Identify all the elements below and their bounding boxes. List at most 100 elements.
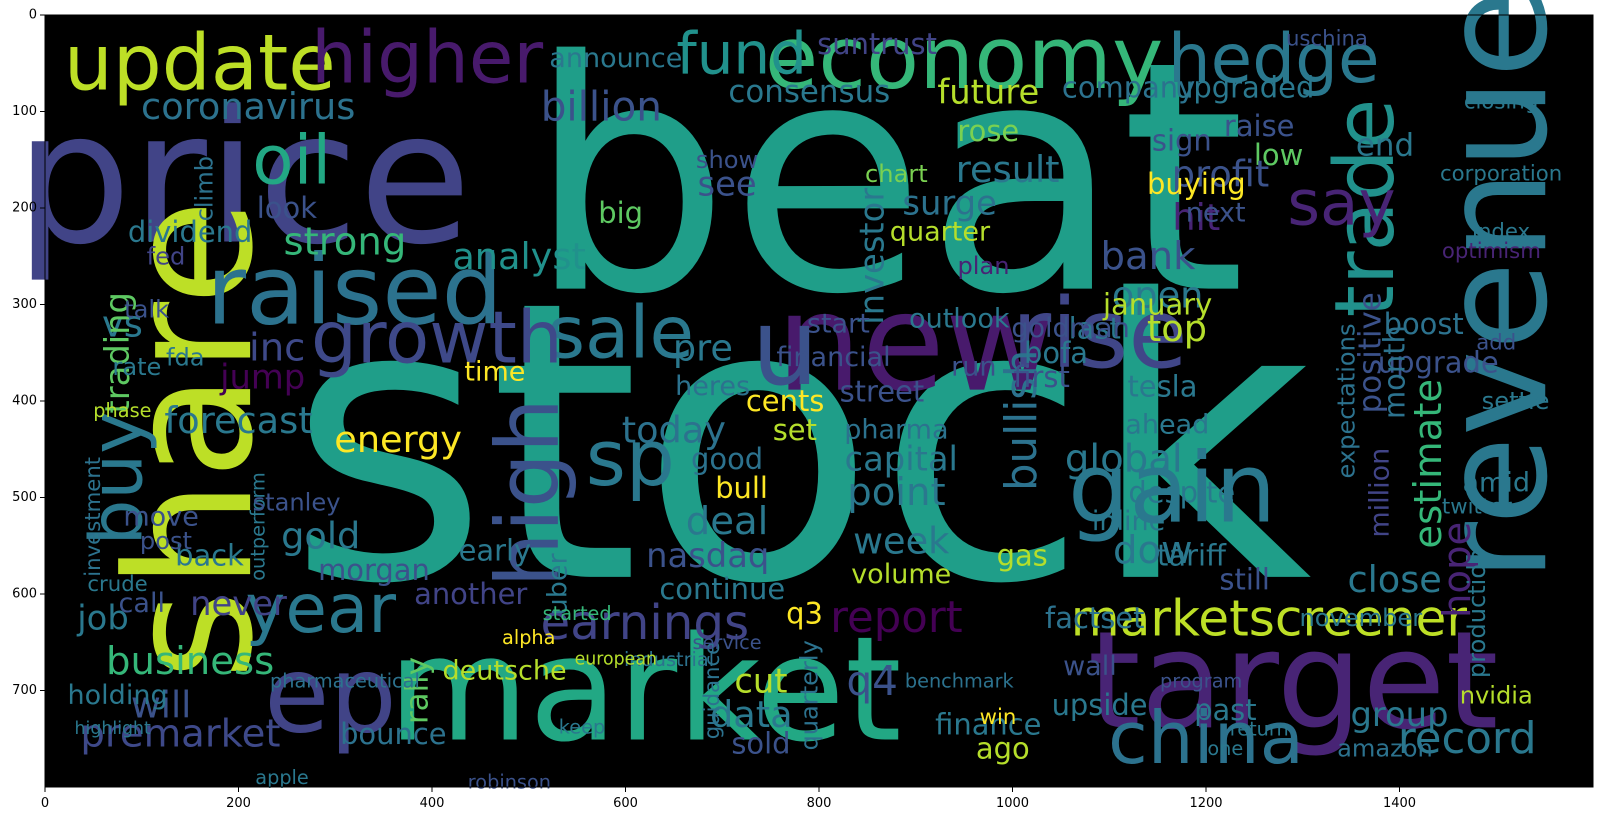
word-share: share: [89, 199, 291, 680]
word-phase: phase: [93, 399, 151, 422]
word-call: call: [119, 588, 165, 619]
word-see: see: [698, 164, 757, 203]
y-tick-label: 400: [12, 394, 37, 409]
word-sale: sale: [547, 291, 694, 375]
word-gas: gas: [997, 538, 1048, 572]
word-today: today: [622, 408, 726, 451]
x-tick-label: 1400: [1383, 796, 1416, 811]
word-point: point: [847, 470, 945, 515]
word-win: win: [980, 705, 1017, 730]
word-nvidia: nvidia: [1460, 681, 1533, 709]
word-job: job: [76, 599, 128, 638]
word-volume: volume: [851, 559, 951, 590]
word-energy: energy: [334, 418, 462, 461]
y-tick-label: 0: [29, 8, 37, 23]
word-bull: bull: [715, 471, 768, 505]
word-good: good: [691, 442, 763, 476]
word-talk: talk: [124, 295, 169, 323]
word-inc: inc: [249, 325, 305, 370]
word-rally: rally: [399, 657, 435, 724]
word-production: production: [1463, 549, 1491, 678]
word-bullish: bullish: [997, 350, 1047, 491]
word-upgrade: upgrade: [1378, 345, 1499, 379]
word-bank: bank: [1100, 234, 1196, 279]
word-climb: climb: [191, 156, 219, 221]
word-company: company: [1062, 70, 1195, 104]
word-trade: trade: [1318, 99, 1413, 318]
word-first: first: [1013, 360, 1070, 394]
word-inline: inline: [1092, 506, 1165, 537]
y-tick-label: 700: [12, 683, 37, 698]
x-tick-label: 1200: [1189, 796, 1222, 811]
word-stock: stock: [287, 220, 1311, 669]
word-add: add: [1476, 331, 1516, 356]
word-set: set: [773, 413, 817, 447]
word-investor: investor: [853, 188, 892, 325]
word-gold: gold: [281, 515, 360, 558]
word-marketscreener: marketscreener: [1071, 589, 1468, 648]
word-fda: fda: [166, 344, 205, 372]
word-coronavirus: coronavirus: [141, 85, 355, 128]
word-group: group: [1350, 695, 1448, 734]
y-axis: 0 100 200 300 400 500 600 700: [12, 8, 45, 698]
word-back: back: [175, 538, 244, 572]
word-deutsche: deutsche: [442, 656, 566, 687]
word-heres: heres: [675, 371, 750, 402]
word-start: start: [807, 308, 870, 339]
word-january: january: [1102, 288, 1212, 322]
word-twitter: twitter: [1442, 495, 1512, 520]
word-run: run: [951, 352, 996, 383]
word-pharmaceutical: pharmaceutical: [270, 669, 420, 692]
word-say: say: [1287, 167, 1395, 240]
word-will: will: [131, 683, 192, 726]
word-earnings: earnings: [541, 595, 750, 651]
word-outlook: outlook: [909, 303, 1010, 334]
word-revenue: revenue: [1412, 0, 1580, 582]
word-business: business: [106, 639, 274, 684]
word-november: november: [1299, 604, 1422, 632]
word-move: move: [123, 501, 198, 532]
word-report: report: [830, 593, 963, 643]
word-benchmark: benchmark: [905, 669, 1015, 692]
word-capital: capital: [845, 439, 958, 478]
word-q3: q3: [786, 596, 823, 630]
word-higher: higher: [311, 16, 543, 100]
word-month: month: [1378, 325, 1412, 419]
x-axis: 0 200 400 600 800 1000 1200 1400: [41, 787, 1416, 811]
word-outperform: outperform: [246, 472, 269, 581]
word-profit: profit: [1172, 153, 1269, 196]
word-rate: rate: [112, 353, 161, 381]
word-forecast: forecast: [164, 399, 312, 442]
word-week: week: [853, 519, 950, 562]
word-financial: financial: [776, 342, 890, 373]
word-look: look: [257, 191, 317, 225]
word-investment: investment: [81, 457, 106, 577]
word-european: european: [575, 650, 657, 670]
word-finance: finance: [935, 707, 1041, 741]
word-settle: settle: [1482, 387, 1550, 415]
word-started: started: [543, 602, 612, 625]
word-robinson: robinson: [468, 771, 551, 794]
word-growth: growth: [311, 296, 563, 380]
y-tick-label: 200: [12, 201, 37, 216]
word-fed: fed: [147, 242, 186, 270]
word-street: street: [840, 374, 925, 408]
word-program: program: [1160, 669, 1242, 692]
word-strong: strong: [284, 219, 407, 264]
word-hit: hit: [1172, 196, 1220, 239]
word-estimate: estimate: [1406, 379, 1451, 549]
word-data: data: [710, 693, 793, 736]
word-holding: holding: [68, 680, 168, 711]
word-rose: rose: [957, 114, 1019, 148]
word-post: post: [140, 527, 192, 555]
word-early: early: [459, 534, 532, 568]
word-ahead: ahead: [1125, 410, 1209, 441]
y-tick-label: 500: [12, 490, 37, 505]
word-amid: amid: [1462, 468, 1530, 499]
word-chart: chart: [865, 160, 928, 188]
word-positive: positive: [1352, 292, 1388, 413]
word-quarter: quarter: [890, 217, 991, 248]
word-fund: fund: [676, 20, 807, 88]
word-premarket: premarket: [80, 711, 280, 756]
